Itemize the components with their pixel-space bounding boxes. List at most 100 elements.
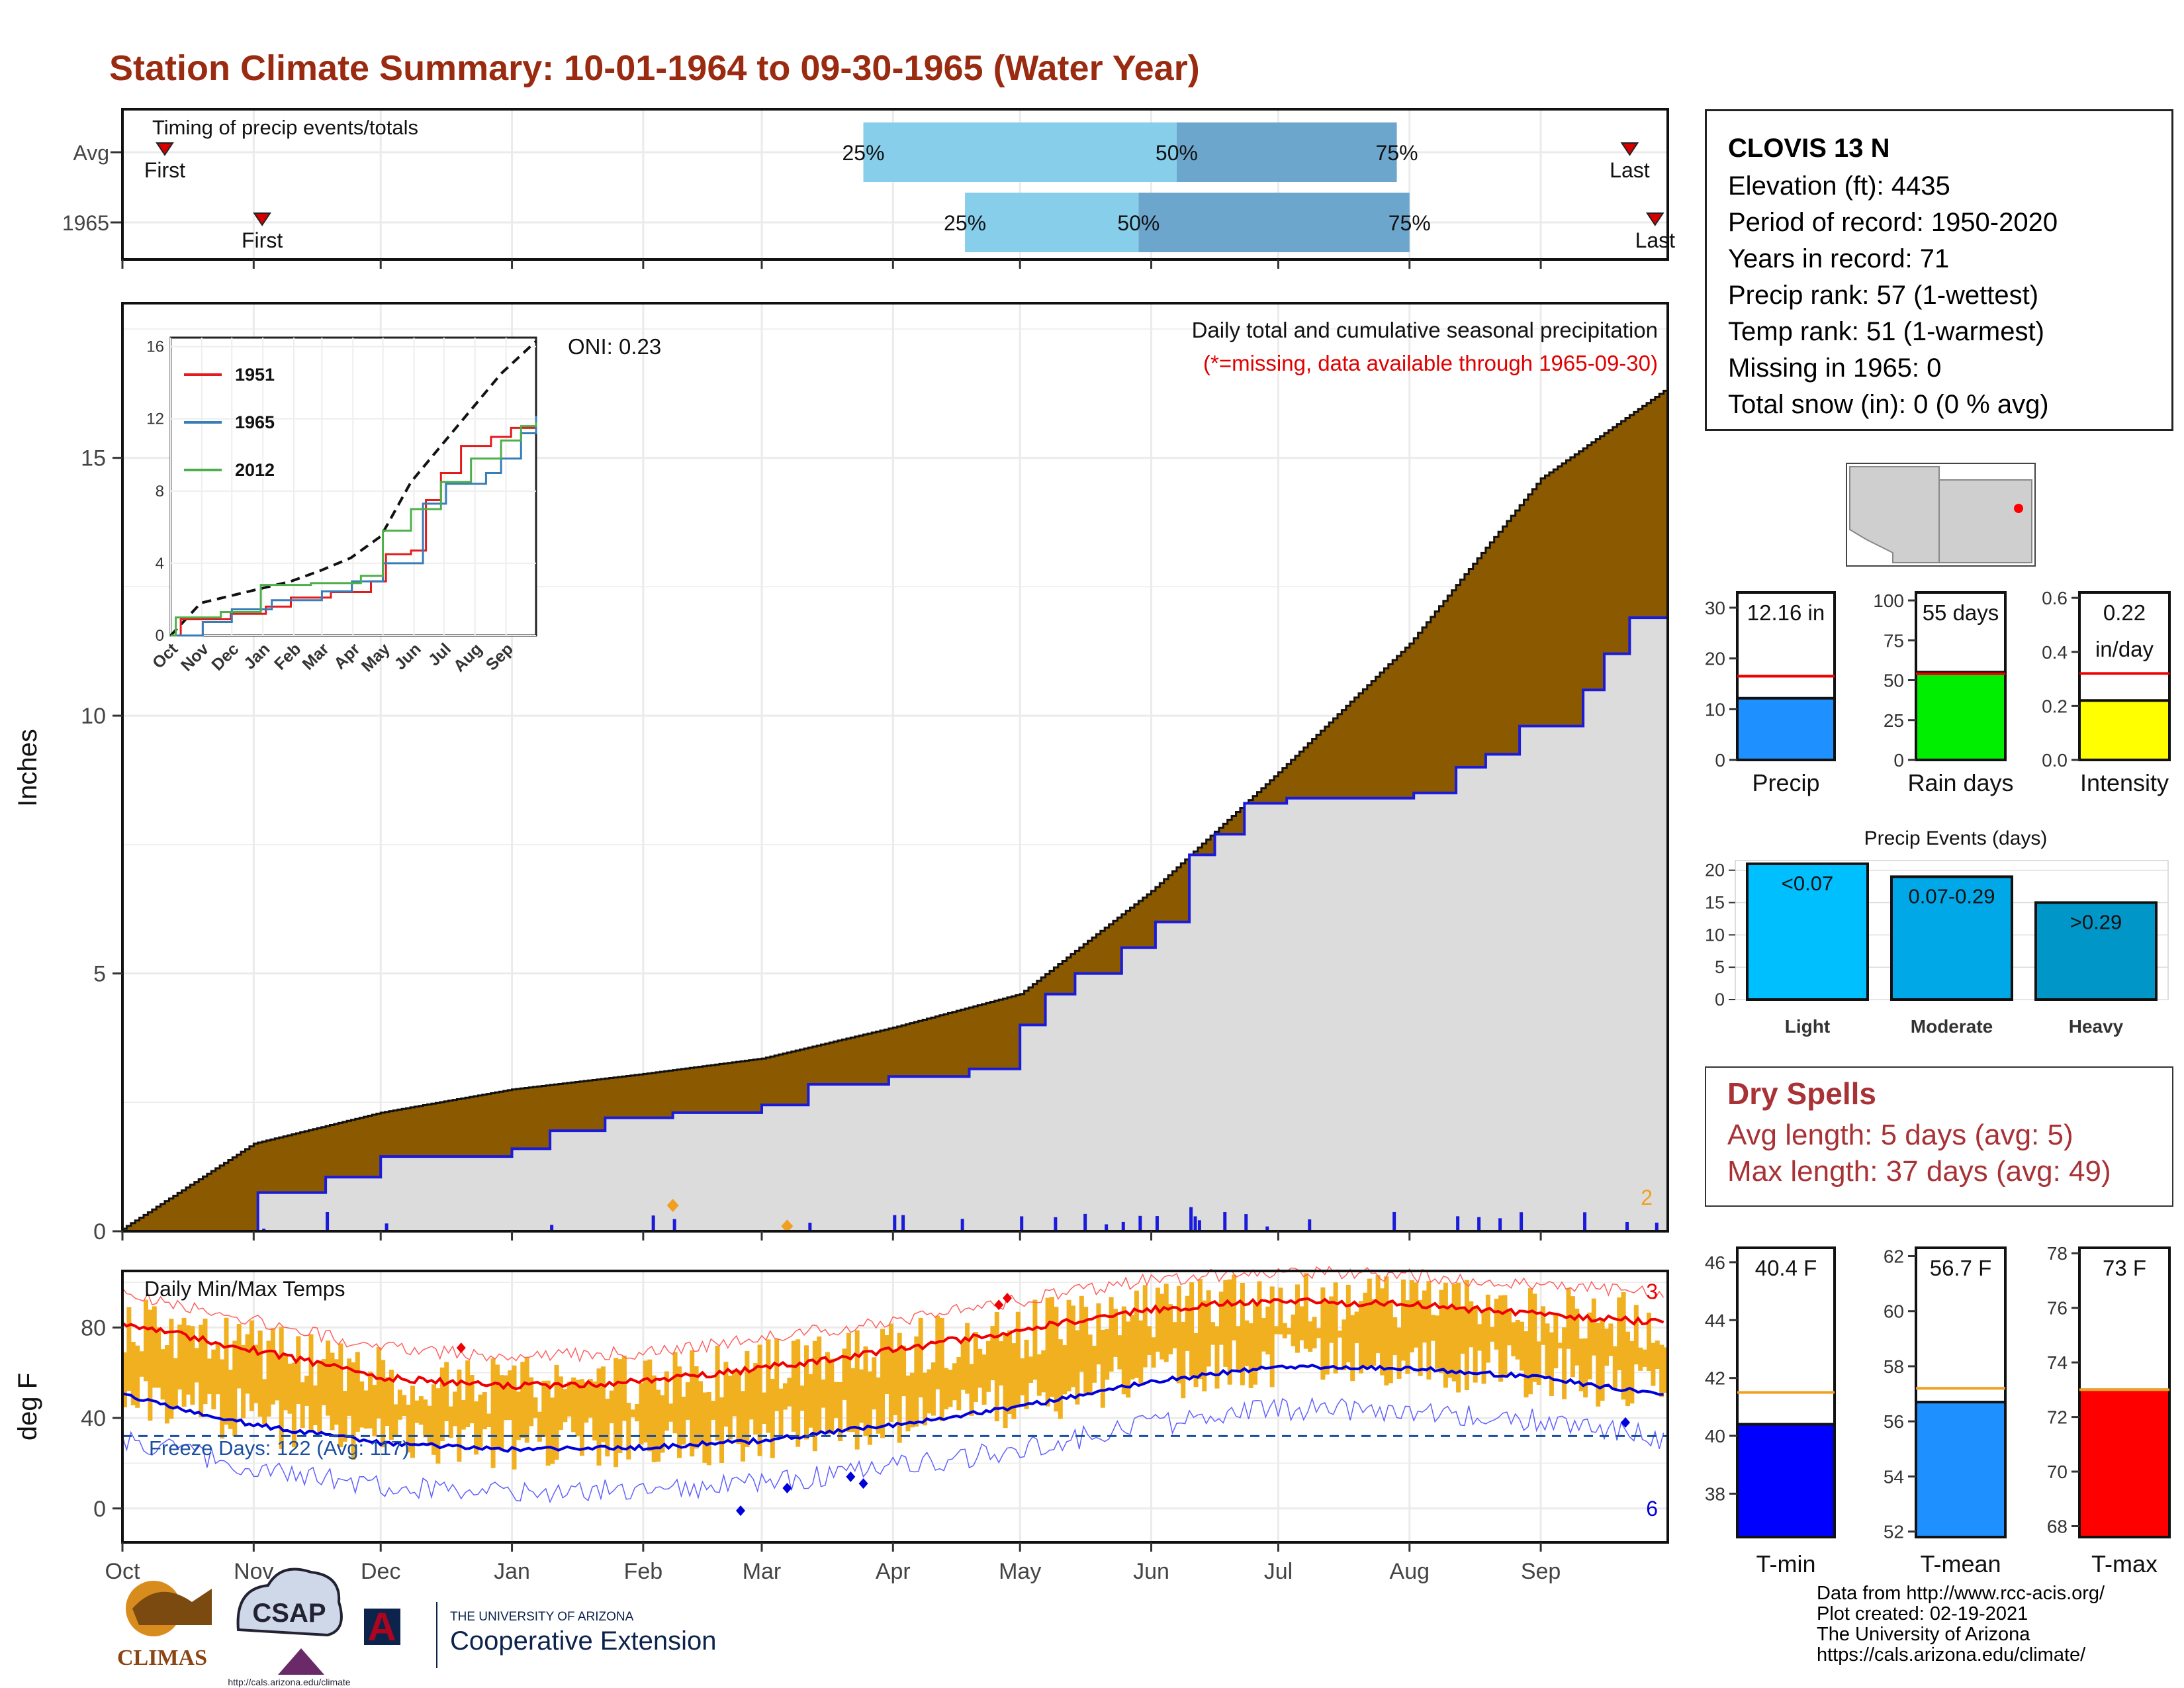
daily-precip-bar [1308,1219,1312,1231]
daily-temp-bar [1524,1331,1529,1397]
daily-temp-bar [1384,1276,1389,1385]
month-tick-label: Jan [494,1559,530,1584]
climas-logo-text: CLIMAS [117,1646,207,1670]
daily-temp-bar [482,1391,487,1430]
daily-temp-bar [287,1364,293,1414]
daily-temp-bar [1536,1341,1541,1385]
daily-temp-bar [126,1307,132,1391]
daily-temp-bar [232,1340,238,1436]
daily-temp-bar [1223,1280,1228,1367]
daily-temp-bar [1185,1295,1190,1351]
inset-y-tick-label: 16 [146,338,164,356]
record-marker [782,1483,792,1493]
inset-y-tick-label: 8 [156,483,164,500]
page-title: Station Climate Summary: 10-01-1964 to 0… [109,48,1200,88]
daily-temp-bar [986,1340,991,1392]
y-tick-label: 74 [2047,1352,2068,1373]
first-marker [253,212,271,226]
ua-logo-letter: A [367,1605,396,1649]
daily-temp-bar [1435,1315,1440,1369]
daily-temp-bar [389,1370,394,1440]
daily-precip-bar [385,1223,388,1231]
daily-temp-bar [122,1352,127,1407]
daily-temp-bar [1342,1319,1347,1371]
daily-temp-bar [338,1343,343,1448]
daily-temp-bar [1316,1328,1321,1338]
daily-temp-bar [397,1389,402,1420]
daily-temp-bar [376,1347,381,1419]
timing-panel: 25% 50% 75% First Last Avg 25% 50% 75% First Last 1… [62,108,1675,269]
daily-precip-bar [1520,1212,1524,1231]
daily-temp-bar [1168,1304,1173,1354]
daily-temp-bar [495,1364,500,1448]
daily-temp-bar [211,1349,216,1410]
daily-temp-bar [1303,1273,1308,1349]
daily-temp-bar [330,1352,335,1430]
daily-temp-bar [1113,1309,1118,1357]
first-marker-label: First [242,228,283,252]
freeze-days-label: Freeze Days: 122 (Avg: 117) [149,1436,409,1460]
daily-precip-bar [808,1223,812,1231]
y-tick-label: 15 [1705,892,1725,912]
daily-precip-bar [1197,1220,1201,1231]
daily-temp-bar [850,1368,856,1432]
daily-temp-bar [1032,1299,1038,1380]
daily-temp-bar [220,1359,225,1439]
y-tick-label: 75 [1884,630,1904,651]
first-marker-label: First [144,158,185,182]
daily-temp-bar [1092,1346,1097,1383]
daily-temp-bar [1600,1319,1605,1401]
daily-temp-bar [1629,1340,1635,1404]
daily-temp-bar [1244,1320,1250,1366]
daily-precip-bar [1456,1216,1460,1231]
daily-temp-bar [876,1377,881,1434]
daily-temp-bar [130,1342,136,1405]
y-tick-label: 58 [1884,1356,1904,1377]
daily-temp-bar [448,1406,453,1438]
daily-temp-bar [1181,1321,1186,1399]
bar-value-label: 12.16 in [1747,600,1825,625]
daily-temp-bar [152,1306,157,1388]
daily-temp-bar [1574,1308,1580,1366]
daily-temp-bar [1527,1288,1533,1395]
daily-temp-bar [363,1390,369,1429]
daily-temp-bar [1295,1284,1300,1353]
daily-temp-bar [1367,1278,1372,1368]
y-tick-label: 68 [2047,1517,2068,1537]
daily-temp-bar [1494,1298,1499,1350]
daily-temp-bar [524,1357,529,1443]
timing-pct-label: 50% [1117,211,1160,235]
daily-temp-bar [490,1358,496,1468]
daily-temp-bar [923,1372,928,1426]
daily-temp-bar [799,1385,805,1411]
avg-min-line [122,1364,1664,1453]
daily-temp-bar [1020,1358,1025,1395]
daily-temp-bar [453,1391,457,1427]
daily-temp-bar [1269,1286,1275,1387]
year-cumulative-line [122,604,1669,1233]
daily-temp-bar [614,1358,619,1468]
daily-temp-bar [567,1382,572,1417]
daily-temp-bar [1498,1295,1504,1382]
daily-temp-bar [812,1340,817,1452]
daily-temp-bar [1265,1306,1271,1355]
value-bar [2078,699,2171,762]
daily-temp-bar [664,1371,669,1431]
daily-temp-bar [461,1400,466,1430]
daily-temp-bar [558,1376,563,1430]
daily-temp-bar [736,1370,741,1444]
daily-temp-bar [863,1346,868,1436]
daily-temp-bar [927,1369,932,1414]
daily-temp-bar [203,1319,208,1405]
daily-temp-bar [326,1340,331,1416]
daily-temp-bar [711,1401,716,1420]
daily-temp-bar [1659,1344,1664,1397]
daily-temp-bar [681,1396,686,1445]
daily-temp-bar [978,1348,983,1388]
daily-temp-bar [1015,1311,1021,1408]
daily-temp-bar [508,1370,513,1421]
daily-temp-bar [444,1362,449,1421]
daily-temp-bar [351,1362,356,1460]
y-tick-label: 44 [1705,1310,1725,1331]
